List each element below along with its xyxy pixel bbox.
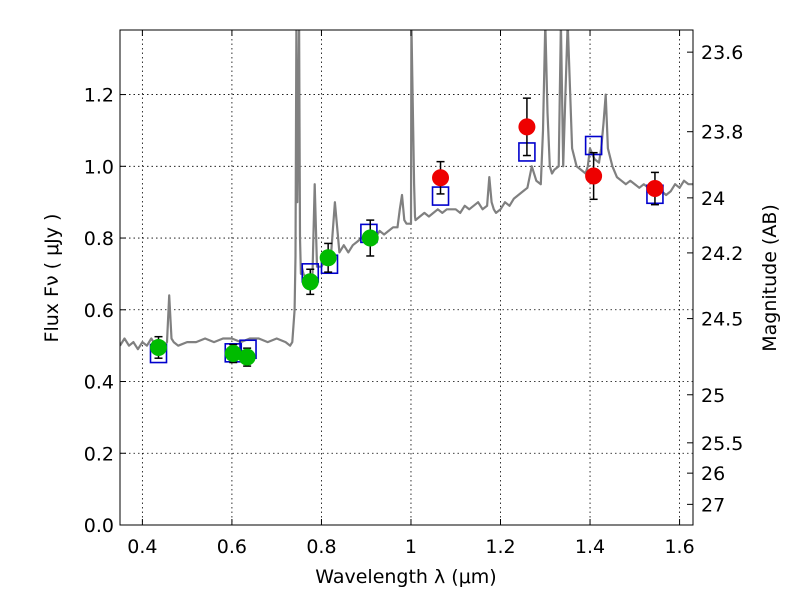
y-axis-title: Flux Fν ( μJy ) [41, 214, 63, 343]
x-tick-label: 0.4 [127, 536, 157, 558]
green-photometry-point [149, 338, 167, 356]
red-photometry-point [432, 169, 450, 187]
x-axis-title: Wavelength λ (μm) [315, 566, 496, 588]
red-photometry-point [518, 118, 536, 136]
y-tick-label: 0.2 [84, 443, 114, 465]
magnitude-tick-label: 24.2 [701, 243, 743, 265]
spectrum-line [120, 30, 693, 351]
green-photometry-point [224, 345, 242, 363]
green-photometry-point [301, 273, 319, 291]
green-photometry-point [238, 348, 256, 366]
magnitude-tick-label: 23.6 [701, 42, 743, 64]
y2-axis-title: Magnitude (AB) [759, 204, 781, 352]
x-tick-label: 0.8 [306, 536, 336, 558]
magnitude-tick-label: 24 [701, 188, 725, 210]
red-photometry-point [585, 167, 603, 185]
x-tick-label: 1.2 [485, 536, 515, 558]
red-photometry-point [646, 180, 664, 198]
plot-area [120, 30, 693, 367]
y-tick-label: 1.0 [84, 156, 114, 178]
y-tick-label: 0.4 [84, 372, 114, 394]
magnitude-tick-label: 23.8 [701, 122, 743, 144]
green-photometry-point [319, 249, 337, 267]
plot-frame [119, 29, 694, 526]
y-tick-label: 0.6 [84, 300, 114, 322]
y-tick-label: 0.8 [84, 228, 114, 250]
x-tick-label: 1.6 [664, 536, 694, 558]
green-photometry-point [361, 229, 379, 247]
x-tick-label: 1.4 [575, 536, 605, 558]
x-tick-label: 1 [405, 536, 417, 558]
tick-marks [120, 30, 693, 526]
magnitude-tick-label: 24.5 [701, 309, 743, 331]
magnitude-tick-label: 27 [701, 494, 725, 516]
magnitude-tick-label: 26 [701, 463, 725, 485]
magnitude-tick-label: 25.5 [701, 433, 743, 455]
x-tick-label: 0.6 [217, 536, 247, 558]
y-tick-label: 0.0 [84, 515, 114, 537]
y-tick-label: 1.2 [84, 85, 114, 107]
magnitude-tick-label: 25 [701, 385, 725, 407]
